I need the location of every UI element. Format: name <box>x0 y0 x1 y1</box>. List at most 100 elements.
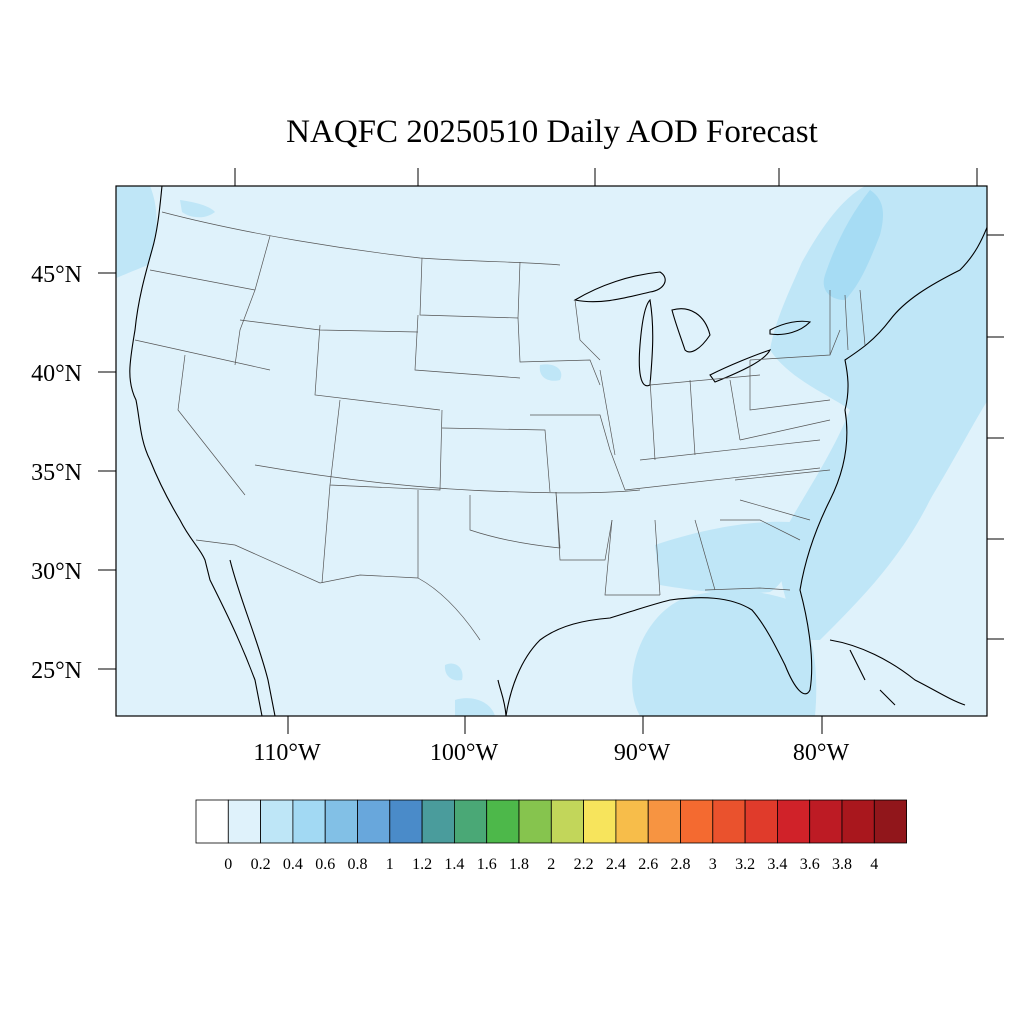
colorbar-tick-label: 2.4 <box>606 856 626 873</box>
colorbar-swatch <box>873 799 907 844</box>
colorbar-swatch <box>486 799 520 844</box>
aod-patch-baja <box>455 698 495 716</box>
lat-label: 30°N <box>31 559 82 585</box>
line-mo <box>530 414 626 491</box>
colorbar-swatch <box>744 799 778 844</box>
colorbar-swatch <box>809 799 843 844</box>
colorbar: 0 0.2 0.4 0.6 0.8 1 1.2 1.4 1.6 1.8 2 2.2 2.4 2.6 2.8 3… <box>195 799 907 873</box>
line-idaho-west <box>234 235 271 366</box>
map-ticks <box>98 168 1004 734</box>
lat-label: 25°N <box>31 658 82 684</box>
colorbar-swatch <box>260 799 294 844</box>
line-mountain-south <box>254 464 641 494</box>
line-ok-tx <box>469 491 561 549</box>
colorbar-tick-label: 3.2 <box>735 856 755 873</box>
line-oregon-north <box>149 269 256 291</box>
colorbar-tick-label: 0.2 <box>251 856 271 873</box>
aod-field <box>116 186 987 716</box>
lake-ontario <box>769 320 812 336</box>
colorbar-swatch <box>647 799 681 844</box>
gulf-coast <box>505 225 987 716</box>
colorbar-tick-label: 1.6 <box>477 856 497 873</box>
line-montana-south <box>239 319 419 333</box>
colorbar-swatch <box>680 799 714 844</box>
colorbar-swatch <box>518 799 552 844</box>
colorbar-swatch <box>292 799 326 844</box>
state-boundaries <box>134 211 866 641</box>
line-ms-al <box>604 519 716 596</box>
colorbar-tick-label: 1 <box>386 856 394 873</box>
colorbar-swatch <box>324 799 358 844</box>
line-mi-oh <box>649 374 761 386</box>
figure-title: NAQFC 20250510 Daily AOD Forecast <box>286 114 818 150</box>
lake-superior <box>573 271 666 303</box>
line-nm <box>321 484 419 584</box>
colorbar-swatch <box>195 799 229 844</box>
line-ar-la <box>555 491 613 561</box>
colorbar-swatch <box>227 799 262 844</box>
colorbar-tick-label: 1.8 <box>509 856 529 873</box>
colorbar-tick-label: 0.4 <box>283 856 303 873</box>
line-tn-ky <box>624 439 821 491</box>
colorbar-tick-label: 2 <box>547 856 555 873</box>
colorbar-swatch <box>583 799 617 844</box>
aod-band-northeast <box>823 190 883 300</box>
lake-erie <box>709 349 772 383</box>
colorbar-swatch <box>421 799 455 844</box>
lat-label: 35°N <box>31 460 82 486</box>
colorbar-swatch <box>841 799 875 844</box>
colorbar-swatch <box>712 799 746 844</box>
colorbar-swatch <box>550 799 584 844</box>
coastlines <box>129 186 987 716</box>
lake-michigan <box>638 298 654 387</box>
line-wyoming <box>314 324 441 411</box>
colorbar-tick-label: 2.6 <box>638 856 658 873</box>
baja-peninsula <box>229 559 276 716</box>
line-nevada-east <box>177 354 246 496</box>
lon-label: 110°W <box>253 740 321 766</box>
line-cal-oregon <box>134 339 271 371</box>
aod-band-atlantic <box>770 186 987 640</box>
lake-huron <box>671 308 711 353</box>
colorbar-swatch <box>389 799 423 844</box>
colorbar-swatch <box>453 799 488 844</box>
colorbar-tick-label: 3.8 <box>832 856 852 873</box>
lon-label: 100°W <box>430 740 499 766</box>
lat-label: 40°N <box>31 361 82 387</box>
colorbar-tick-label: 4 <box>870 856 878 873</box>
aod-band-southeast <box>655 521 794 594</box>
bahamas <box>849 649 896 706</box>
colorbar-tick-label: 3.4 <box>767 856 787 873</box>
colorbar-tick-label: 2.8 <box>671 856 691 873</box>
aod-band-pacific-nw <box>116 186 157 278</box>
aod-patch-iowa <box>539 364 562 381</box>
colorbar-swatch <box>615 799 649 844</box>
lon-labels: 110°W 100°W 90°W 80°W <box>253 740 849 766</box>
lon-label: 80°W <box>793 740 850 766</box>
line-mex-border <box>195 539 481 641</box>
colorbar-tick-label: 3 <box>709 856 717 873</box>
line-ia-mn <box>517 317 601 386</box>
cuba <box>829 639 966 706</box>
colorbar-tick-label: 0 <box>224 856 232 873</box>
colorbar-swatch <box>777 799 811 844</box>
canada-border <box>161 211 561 266</box>
line-ks-ok <box>441 427 551 493</box>
colorbar-tick-label: 3.6 <box>800 856 820 873</box>
mexico-east-coast <box>497 679 507 716</box>
colorbar-tick-label: 0.6 <box>315 856 335 873</box>
line-ga-sc-fl <box>704 519 801 591</box>
colorbar-tick-label: 1.4 <box>444 856 464 873</box>
aod-band-pacific-nw-2 <box>180 200 215 218</box>
map-panel: 45°N 40°N 35°N 30°N 25°N 110°W 100°W 90°… <box>31 168 1004 766</box>
line-new-england <box>829 289 866 355</box>
colorbar-tick-label: 0.8 <box>348 856 368 873</box>
west-coast <box>129 186 263 716</box>
lon-label: 90°W <box>614 740 671 766</box>
colorbar-tick-label: 1.2 <box>412 856 432 873</box>
aod-patch-texas-south <box>444 663 463 681</box>
lat-labels: 45°N 40°N 35°N 30°N 25°N <box>31 262 82 684</box>
line-il-in-oh <box>599 369 741 461</box>
colorbar-swatch <box>357 799 391 844</box>
